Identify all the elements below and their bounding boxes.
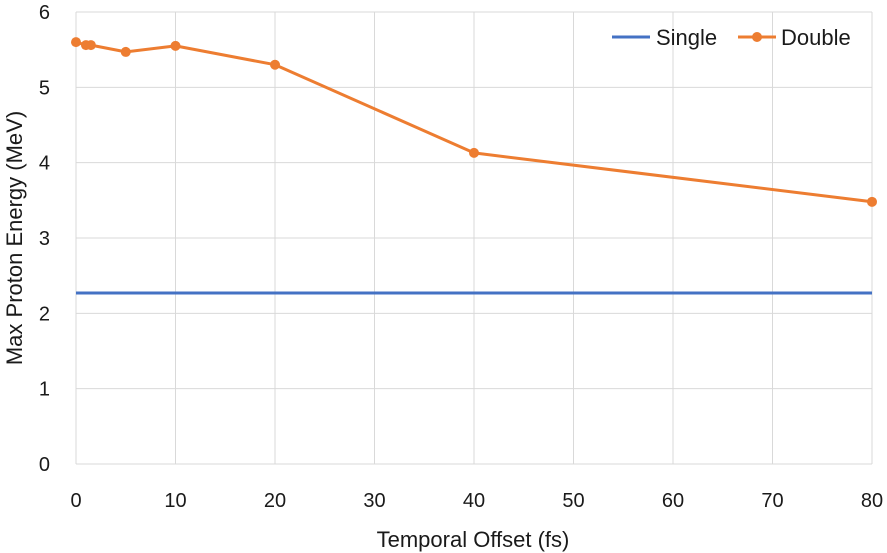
y-tick-label: 3	[39, 228, 50, 250]
legend: Single Double	[612, 25, 851, 50]
data-point-double	[867, 196, 877, 207]
y-tick-label: 1	[39, 379, 50, 401]
x-tick-label: 40	[463, 490, 485, 512]
data-point-double	[270, 59, 280, 70]
x-tick-label: 30	[363, 490, 385, 512]
data-point-double	[120, 46, 131, 57]
y-tick-label: 5	[39, 77, 50, 99]
x-tick-label: 20	[264, 490, 286, 512]
legend-marker-double	[752, 32, 762, 42]
plot-area	[71, 37, 877, 295]
grid	[75, 11, 873, 465]
data-point-double	[71, 37, 81, 48]
y-tick-label: 4	[39, 153, 50, 175]
x-tick-label: 10	[164, 490, 186, 512]
x-tick-label: 80	[861, 490, 883, 512]
x-axis-title: Temporal Offset (fs)	[377, 527, 570, 552]
x-tick-label: 70	[761, 490, 783, 512]
data-point-double	[469, 147, 479, 158]
data-point-double	[170, 40, 181, 51]
y-tick-label: 2	[39, 303, 50, 325]
y-tick-label: 6	[39, 2, 50, 24]
legend-label-single: Single	[656, 25, 717, 50]
x-tick-label: 0	[70, 490, 81, 512]
data-point-double	[85, 40, 96, 51]
x-tick-label: 60	[662, 490, 684, 512]
x-tick-label: 50	[562, 490, 584, 512]
legend-label-double: Double	[781, 25, 851, 50]
y-tick-label: 0	[39, 454, 50, 476]
y-axis-title: Max Proton Energy (MeV)	[2, 111, 27, 365]
